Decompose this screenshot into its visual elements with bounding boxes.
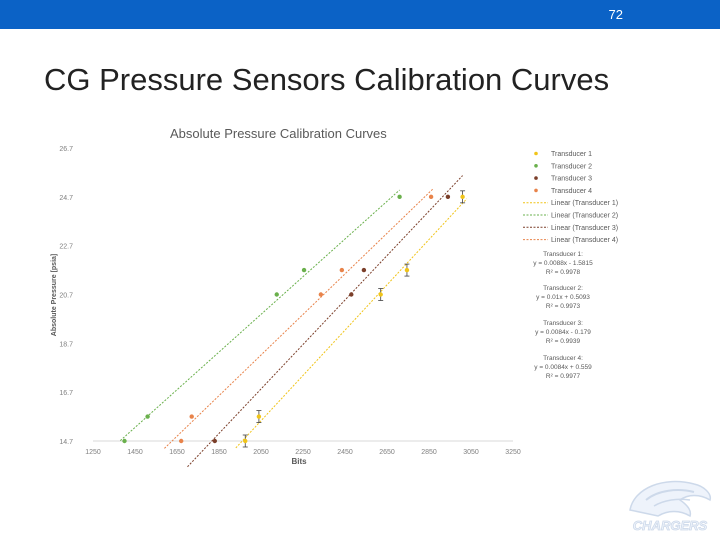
x-tick-label: 1250 [85,449,101,456]
data-point-transducer-1 [378,292,383,297]
equation-text: y = 0.0088x - 1.5815 [533,260,593,267]
x-tick-label: 1850 [211,449,227,456]
equation-label: Transducer 1: [543,251,583,258]
logo-text: CHARGERS [633,518,708,533]
equation-text: y = 0.0084x - 0.179 [535,329,591,336]
data-point-transducer-4 [428,194,434,200]
x-tick-label: 3250 [505,449,521,456]
y-tick-label: 24.7 [59,195,73,202]
x-tick-label: 2450 [337,449,353,456]
data-point-transducer-3 [349,292,354,297]
data-point-transducer-1 [460,194,465,200]
trendline-transducer-1 [235,198,468,449]
slide-title: CG Pressure Sensors Calibration Curves [44,62,610,97]
page-number: 72 [608,7,623,22]
r-squared-text: R² = 0.9939 [546,338,581,345]
r-squared-text: R² = 0.9973 [546,303,581,310]
legend-entry: Transducer 4 [551,188,592,195]
x-tick-label: 2050 [253,449,269,456]
y-tick-label: 26.7 [59,146,73,153]
trendline-transducer-3 [187,175,463,468]
data-point-transducer-4 [339,267,345,273]
chart-title: Absolute Pressure Calibration Curves [170,126,387,141]
y-tick-label: 20.7 [59,293,73,300]
top-bar: 72 [0,0,720,29]
legend-entry: Transducer 3 [551,176,592,183]
data-point-transducer-2 [274,292,279,297]
x-axis-title: Bits [291,457,307,466]
x-tick-label: 1450 [127,449,143,456]
data-point-transducer-2 [122,438,127,444]
equation-label: Transducer 2: [543,285,583,292]
y-axis-title: Absolute Pressure [psia] [51,254,58,336]
x-tick-label: 2650 [379,449,395,456]
trendline-transducer-2 [119,189,400,442]
equation-label: Transducer 3: [543,320,583,327]
trendline-transducer-4 [164,188,434,449]
x-tick-label: 2250 [295,449,311,456]
chargers-logo: CHARGERS [629,480,712,533]
legend-marker [534,188,538,193]
data-point-transducer-2 [397,194,402,200]
x-tick-label: 3050 [463,449,479,456]
legend-entry: Transducer 2 [551,163,592,170]
data-point-transducer-2 [301,267,307,273]
legend-marker [534,151,538,156]
legend-entry: Linear (Transducer 2) [551,213,618,220]
y-tick-label: 18.7 [59,341,73,348]
y-tick-label: 22.7 [59,244,73,251]
data-point-transducer-3 [445,194,451,200]
data-point-transducer-4 [189,414,194,419]
equation-label: Transducer 4: [543,355,583,362]
y-tick-label: 14.7 [59,439,73,446]
data-point-transducer-1 [243,438,248,444]
y-tick-label: 16.7 [59,390,73,397]
data-point-transducer-4 [179,438,184,444]
data-point-transducer-1 [404,267,410,273]
data-point-transducer-3 [212,438,217,444]
x-tick-label: 2850 [421,449,437,456]
r-squared-text: R² = 0.9978 [546,269,581,276]
legend-entry: Transducer 1 [551,151,592,158]
data-point-transducer-2 [145,414,150,419]
x-tick-label: 1650 [169,449,185,456]
data-point-transducer-1 [256,414,262,419]
r-squared-text: R² = 0.9977 [546,373,581,380]
legend-marker [534,164,538,168]
data-point-transducer-3 [361,267,367,273]
legend-entry: Linear (Transducer 4) [551,237,618,244]
legend-marker [534,176,538,180]
legend-entry: Linear (Transducer 3) [551,225,618,232]
legend-entry: Linear (Transducer 1) [551,200,618,207]
equation-text: y = 0.0084x + 0.559 [534,364,592,371]
equation-text: y = 0.01x + 0.5093 [536,294,590,301]
data-point-transducer-4 [318,292,324,297]
